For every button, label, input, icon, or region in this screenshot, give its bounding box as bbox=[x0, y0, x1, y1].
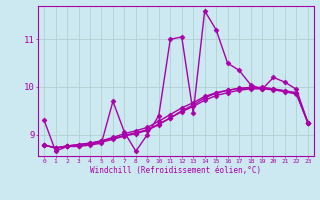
X-axis label: Windchill (Refroidissement éolien,°C): Windchill (Refroidissement éolien,°C) bbox=[91, 166, 261, 175]
